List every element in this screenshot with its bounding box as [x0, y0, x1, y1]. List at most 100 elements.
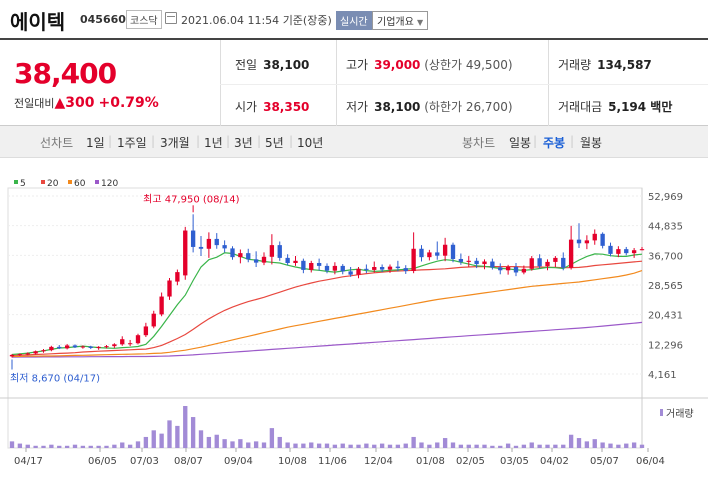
tab-weekly[interactable]: 주봉: [543, 136, 566, 150]
high-value: 39,000: [374, 58, 421, 72]
candle-body: [301, 260, 306, 270]
volume-bar: [57, 445, 62, 448]
legend-swatch: [68, 180, 72, 184]
volume-bar: [64, 445, 70, 448]
tab-1y[interactable]: 1년: [204, 136, 223, 150]
current-price: 38,400: [14, 57, 117, 90]
candle-body: [616, 249, 621, 254]
quote-panel: 38,400 전일대비▲300 +0.79% 전일 38,100 시가 38,350 …: [0, 38, 708, 128]
low-label: 저가: [346, 100, 369, 114]
volume-bar: [293, 443, 298, 448]
x-tick-label: 06/04: [636, 456, 665, 467]
volume-bar: [537, 444, 542, 448]
realtime-button[interactable]: 실시간: [336, 11, 372, 30]
x-tick-label: 07/03: [130, 456, 159, 467]
volume-bar: [403, 443, 408, 448]
company-info-dropdown[interactable]: 기업개요 ▼: [372, 11, 429, 30]
divider: |: [570, 134, 575, 148]
low-cell: 저가 38,100 (하한가 26,700): [346, 98, 513, 115]
volume-bar: [222, 439, 227, 448]
amount-value: 5,194 백만: [608, 100, 673, 114]
candle-body: [261, 256, 267, 263]
divider: |: [289, 134, 294, 148]
line-chart-label: 선차트: [40, 136, 74, 150]
low-value: 38,100: [374, 100, 421, 114]
amount-cell: 거래대금 5,194 백만: [558, 98, 672, 115]
legend-swatch: [95, 180, 99, 184]
x-tick-label: 11/06: [318, 456, 347, 467]
volume-bar: [584, 441, 590, 448]
volume-bar: [568, 434, 574, 448]
volume-legend-swatch: [660, 409, 663, 416]
volume-bar: [9, 441, 15, 448]
volume-bar: [246, 442, 251, 448]
price-change: 전일대비▲300 +0.79%: [14, 95, 159, 111]
volume-bar: [576, 438, 582, 448]
candle-body: [198, 246, 204, 249]
x-tick-label: 04/02: [540, 456, 569, 467]
chart-tabs: 선차트 1일 | 1주일 | 3개월 | 1년 | 3년 | 5년 | 10년 …: [0, 126, 708, 158]
tab-3y[interactable]: 3년: [234, 136, 253, 150]
legend-label: 60: [74, 179, 86, 189]
tab-monthly[interactable]: 월봉: [580, 136, 603, 150]
candle-body: [340, 265, 345, 272]
tab-3m[interactable]: 3개월: [160, 136, 190, 150]
volume-bar: [143, 436, 149, 448]
volume-bar: [529, 442, 534, 448]
legend-label: 5: [20, 179, 26, 189]
candle-body: [458, 258, 464, 262]
volume-bar: [72, 444, 78, 448]
volume-bar: [466, 444, 471, 448]
y-tick-label: 20,431: [648, 311, 683, 322]
candle-body: [466, 260, 471, 262]
candle-body: [246, 253, 251, 260]
volume-value: 134,587: [597, 58, 652, 72]
candle-body: [253, 259, 259, 263]
candle-body: [277, 245, 282, 258]
chevron-down-icon: ▼: [417, 18, 424, 27]
tab-10y[interactable]: 10년: [297, 136, 324, 150]
divider: |: [533, 134, 538, 148]
volume-bar: [372, 444, 377, 448]
legend-label: 120: [101, 179, 118, 189]
change-label: 전일대비: [14, 97, 55, 110]
open-value: 38,350: [263, 100, 310, 114]
x-tick-label: 03/05: [500, 456, 529, 467]
candle-body: [309, 262, 314, 270]
candle-body: [104, 346, 109, 348]
y-tick-label: 28,565: [648, 281, 683, 292]
candle-body: [450, 244, 456, 259]
tab-daily[interactable]: 일봉: [509, 136, 532, 150]
volume-bar: [88, 445, 93, 448]
candle-body: [9, 354, 15, 357]
volume-bar: [490, 445, 495, 448]
datetime-text: 2021.06.04 11:54: [181, 14, 280, 27]
change-percent: +0.79%: [98, 95, 159, 111]
volume-bar: [608, 443, 613, 448]
tab-1d[interactable]: 1일: [86, 136, 105, 150]
volume-bar: [624, 443, 629, 448]
high-annotation: 최고 47,950 (08/14): [143, 193, 239, 205]
high-label: 고가: [346, 58, 369, 72]
candle-body: [112, 344, 117, 347]
candle-body: [96, 346, 101, 348]
candle-body: [64, 345, 70, 349]
tab-5y[interactable]: 5년: [265, 136, 284, 150]
volume-bar: [151, 430, 156, 448]
candle-body: [592, 233, 597, 241]
volume-bar: [427, 444, 432, 448]
candle-chart-label: 봉차트: [462, 136, 496, 150]
market-badge: 코스닥: [126, 10, 162, 29]
volume-bar: [214, 434, 219, 448]
candle-body: [293, 260, 298, 263]
x-tick-label: 12/04: [364, 456, 393, 467]
tab-1w[interactable]: 1주일: [117, 136, 147, 150]
volume-bar: [332, 444, 338, 448]
candle-body: [222, 245, 227, 249]
candle-body: [379, 267, 385, 270]
candle-body: [57, 346, 62, 349]
volume-bar: [277, 436, 282, 448]
candle-body: [513, 267, 519, 273]
volume-bar: [631, 442, 637, 448]
candle-body: [568, 239, 574, 268]
